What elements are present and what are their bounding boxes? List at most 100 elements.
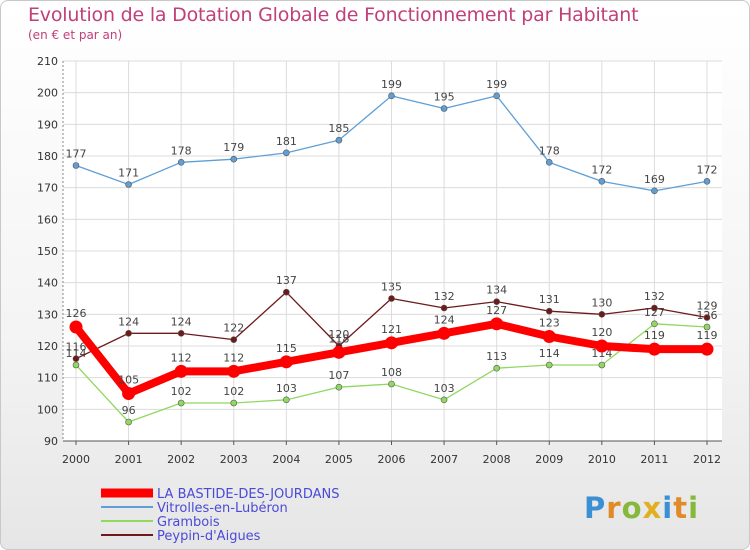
data-label: 178 [171,144,192,157]
data-label: 112 [223,351,244,364]
data-point [440,304,448,312]
data-label: 177 [66,148,87,161]
data-label: 132 [644,290,665,303]
y-tick-label: 210 [37,55,58,68]
data-point [703,314,711,321]
data-point [700,342,714,356]
y-tick-label: 130 [37,308,58,321]
data-label: 103 [276,382,297,395]
data-label: 169 [644,173,665,186]
data-point [72,361,80,369]
data-label: 108 [381,366,402,379]
data-label: 127 [486,304,507,317]
x-tick-label: 2009 [535,453,563,466]
data-label: 199 [486,78,507,91]
data-label: 124 [434,313,455,326]
data-point [703,178,711,185]
data-point [279,355,293,369]
data-label: 171 [118,167,139,180]
data-point [647,342,661,356]
data-point [493,364,500,372]
x-tick-label: 2001 [115,453,143,466]
data-point [177,159,185,166]
y-tick-label: 170 [37,182,58,195]
data-point [72,162,80,169]
y-tick-label: 120 [37,340,58,353]
data-label: 112 [171,351,192,364]
y-tick-label: 200 [37,87,58,100]
data-label: 185 [328,122,349,135]
x-tick-label: 2008 [483,453,511,466]
data-label: 105 [118,374,139,387]
data-point [174,364,188,378]
data-point [598,311,606,318]
x-tick-label: 2004 [272,453,300,466]
data-point [388,92,395,100]
data-point [230,399,238,407]
data-point [227,364,241,378]
data-label: 123 [539,317,560,330]
proxiti-logo: Proxiti [584,491,700,525]
data-point [598,361,606,369]
legend-label: LA BASTIDE-DES-JOURDANS [157,487,339,502]
data-point [490,317,504,331]
data-label: 116 [66,341,87,354]
legend-label: Vitrolles-en-Lubéron [157,501,288,516]
data-point [122,387,136,400]
data-label: 129 [697,300,718,313]
data-label: 114 [539,347,560,360]
data-point [440,396,448,404]
data-label: 199 [381,78,402,91]
data-label: 113 [486,350,507,363]
data-label: 121 [381,323,402,336]
data-point [651,320,658,328]
data-point [598,178,606,185]
data-label: 134 [486,284,507,297]
data-label: 118 [328,332,349,345]
data-label: 181 [276,135,297,148]
data-point [283,288,290,296]
data-label: 135 [381,281,402,294]
data-point [125,418,132,426]
data-point [230,336,238,343]
data-label: 131 [539,293,560,306]
y-tick-label: 190 [37,118,58,131]
data-label: 126 [66,307,87,320]
data-point [177,399,185,407]
data-point [230,155,238,163]
data-point [125,181,132,188]
data-label: 122 [223,322,244,335]
chart-title: Evolution de la Dotation Globale de Fonc… [28,4,639,26]
data-point [545,361,553,369]
x-tick-label: 2006 [378,453,406,466]
data-label: 137 [276,274,297,287]
data-point [545,159,553,166]
data-point [703,323,711,331]
data-label: 132 [434,290,455,303]
x-tick-label: 2002 [167,453,195,466]
data-label: 102 [171,385,192,398]
legend-label: Peypin-d'Aigues [157,529,261,544]
x-tick-label: 2011 [640,453,668,466]
data-label: 124 [171,315,192,328]
data-label: 179 [223,141,244,154]
x-tick-label: 2007 [430,453,458,466]
data-point [69,320,83,334]
data-point [651,187,658,195]
data-label: 102 [223,385,244,398]
y-tick-label: 90 [44,435,58,448]
x-tick-label: 2010 [588,453,616,466]
data-label: 178 [539,144,560,157]
y-tick-label: 150 [37,245,58,258]
data-point [385,336,398,350]
x-tick-label: 2003 [220,453,248,466]
data-label: 172 [697,163,718,176]
data-point [388,295,395,302]
data-label: 107 [328,369,349,382]
data-point [335,383,343,391]
data-label: 195 [434,91,455,104]
data-point [388,380,395,388]
data-label: 120 [328,328,349,341]
